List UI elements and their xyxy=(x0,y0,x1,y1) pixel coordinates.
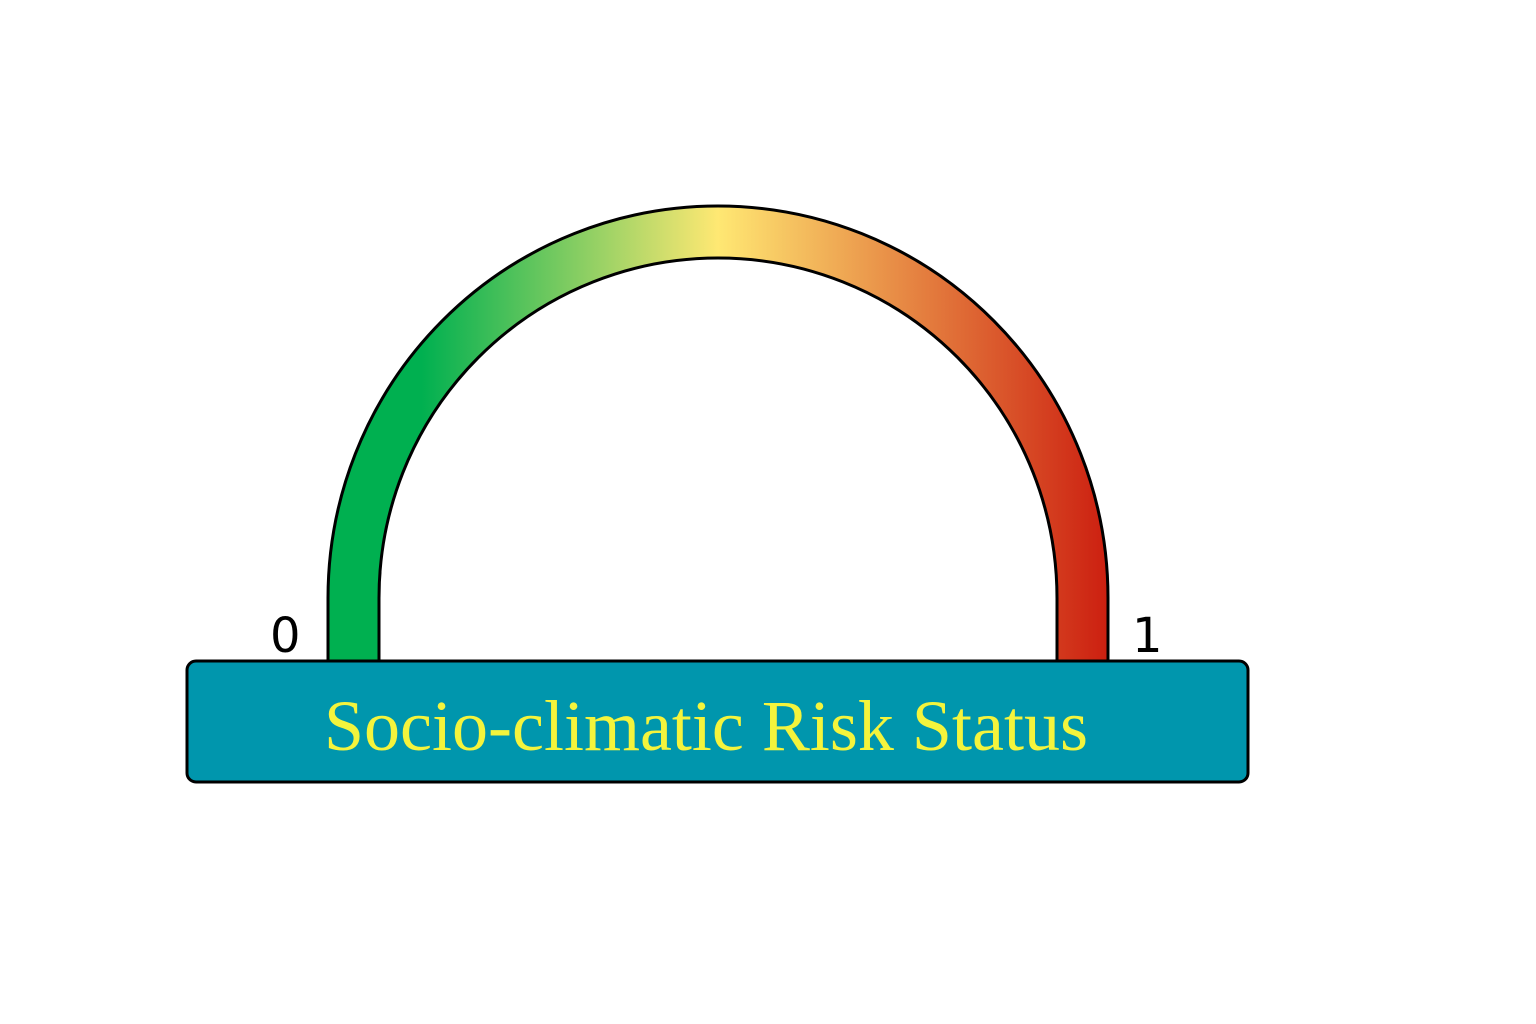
status-banner xyxy=(185,659,1250,784)
gauge-arc xyxy=(326,204,1110,663)
gauge-max-label: 1 xyxy=(1132,608,1163,664)
banner-title: Socio-climatic Risk Status xyxy=(324,686,1088,766)
gauge-min-label: 0 xyxy=(270,608,301,664)
